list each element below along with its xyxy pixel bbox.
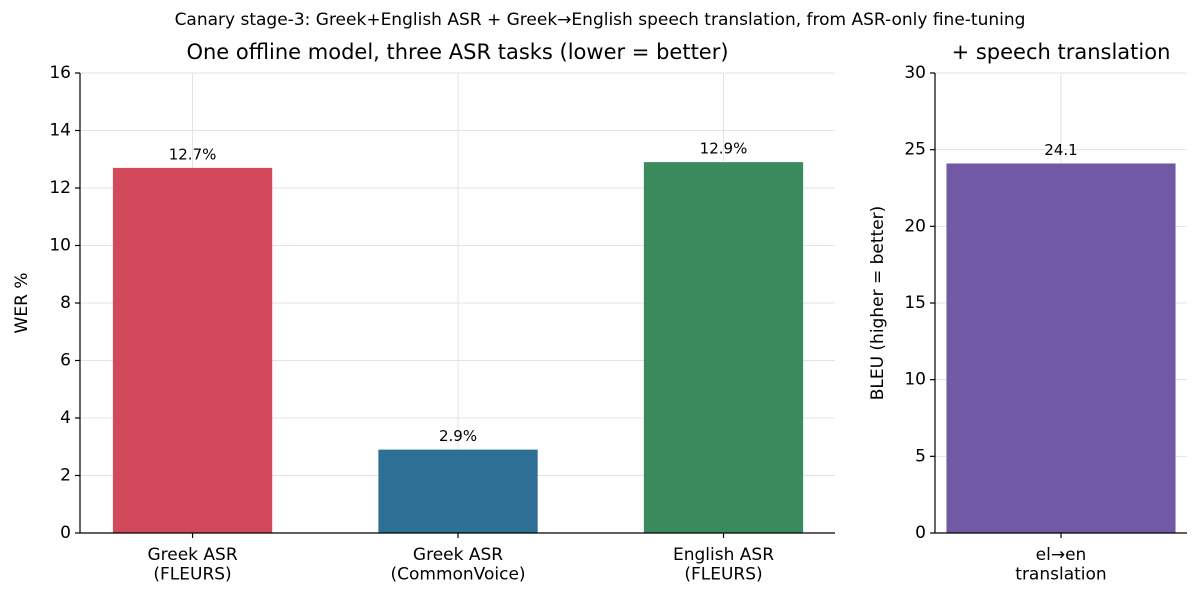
y-tick-label: 0 — [60, 523, 71, 543]
y-tick-label: 12 — [49, 178, 71, 198]
y-axis-label: BLEU (higher = better) — [868, 206, 888, 401]
x-tick-label: English ASR (FLEURS) — [673, 545, 774, 585]
bar — [946, 163, 1176, 533]
x-tick-label: Greek ASR (FLEURS) — [147, 545, 237, 585]
y-tick-label: 2 — [60, 466, 71, 486]
chart-title: + speech translation — [952, 40, 1171, 64]
y-tick-label: 15 — [904, 293, 926, 313]
y-tick-label: 5 — [915, 446, 926, 466]
chart-title: One offline model, three ASR tasks (lowe… — [186, 40, 728, 64]
x-tick-label: el→en translation — [1015, 545, 1106, 585]
y-tick-label: 16 — [49, 63, 71, 83]
y-tick-label: 6 — [60, 351, 71, 371]
x-tick-label: Greek ASR (CommonVoice) — [390, 545, 525, 585]
y-tick-label: 14 — [49, 121, 71, 141]
bar — [378, 449, 538, 533]
y-tick-label: 10 — [49, 236, 71, 256]
y-tick-label: 25 — [904, 140, 926, 160]
bar — [112, 167, 273, 533]
bar — [643, 162, 804, 533]
y-tick-label: 20 — [904, 216, 926, 236]
value-label: 24.1 — [1044, 141, 1077, 159]
value-label: 12.7% — [169, 145, 217, 163]
y-tick-label: 8 — [60, 293, 71, 313]
value-label: 2.9% — [439, 427, 477, 445]
y-tick-label: 30 — [904, 63, 926, 83]
figure-title: Canary stage-3: Greek+English ASR + Gree… — [175, 10, 1026, 30]
y-tick-label: 4 — [60, 408, 71, 428]
y-axis-label: WER % — [12, 273, 32, 334]
y-tick-label: 0 — [915, 523, 926, 543]
value-label: 12.9% — [700, 140, 748, 158]
y-tick-label: 10 — [904, 370, 926, 390]
